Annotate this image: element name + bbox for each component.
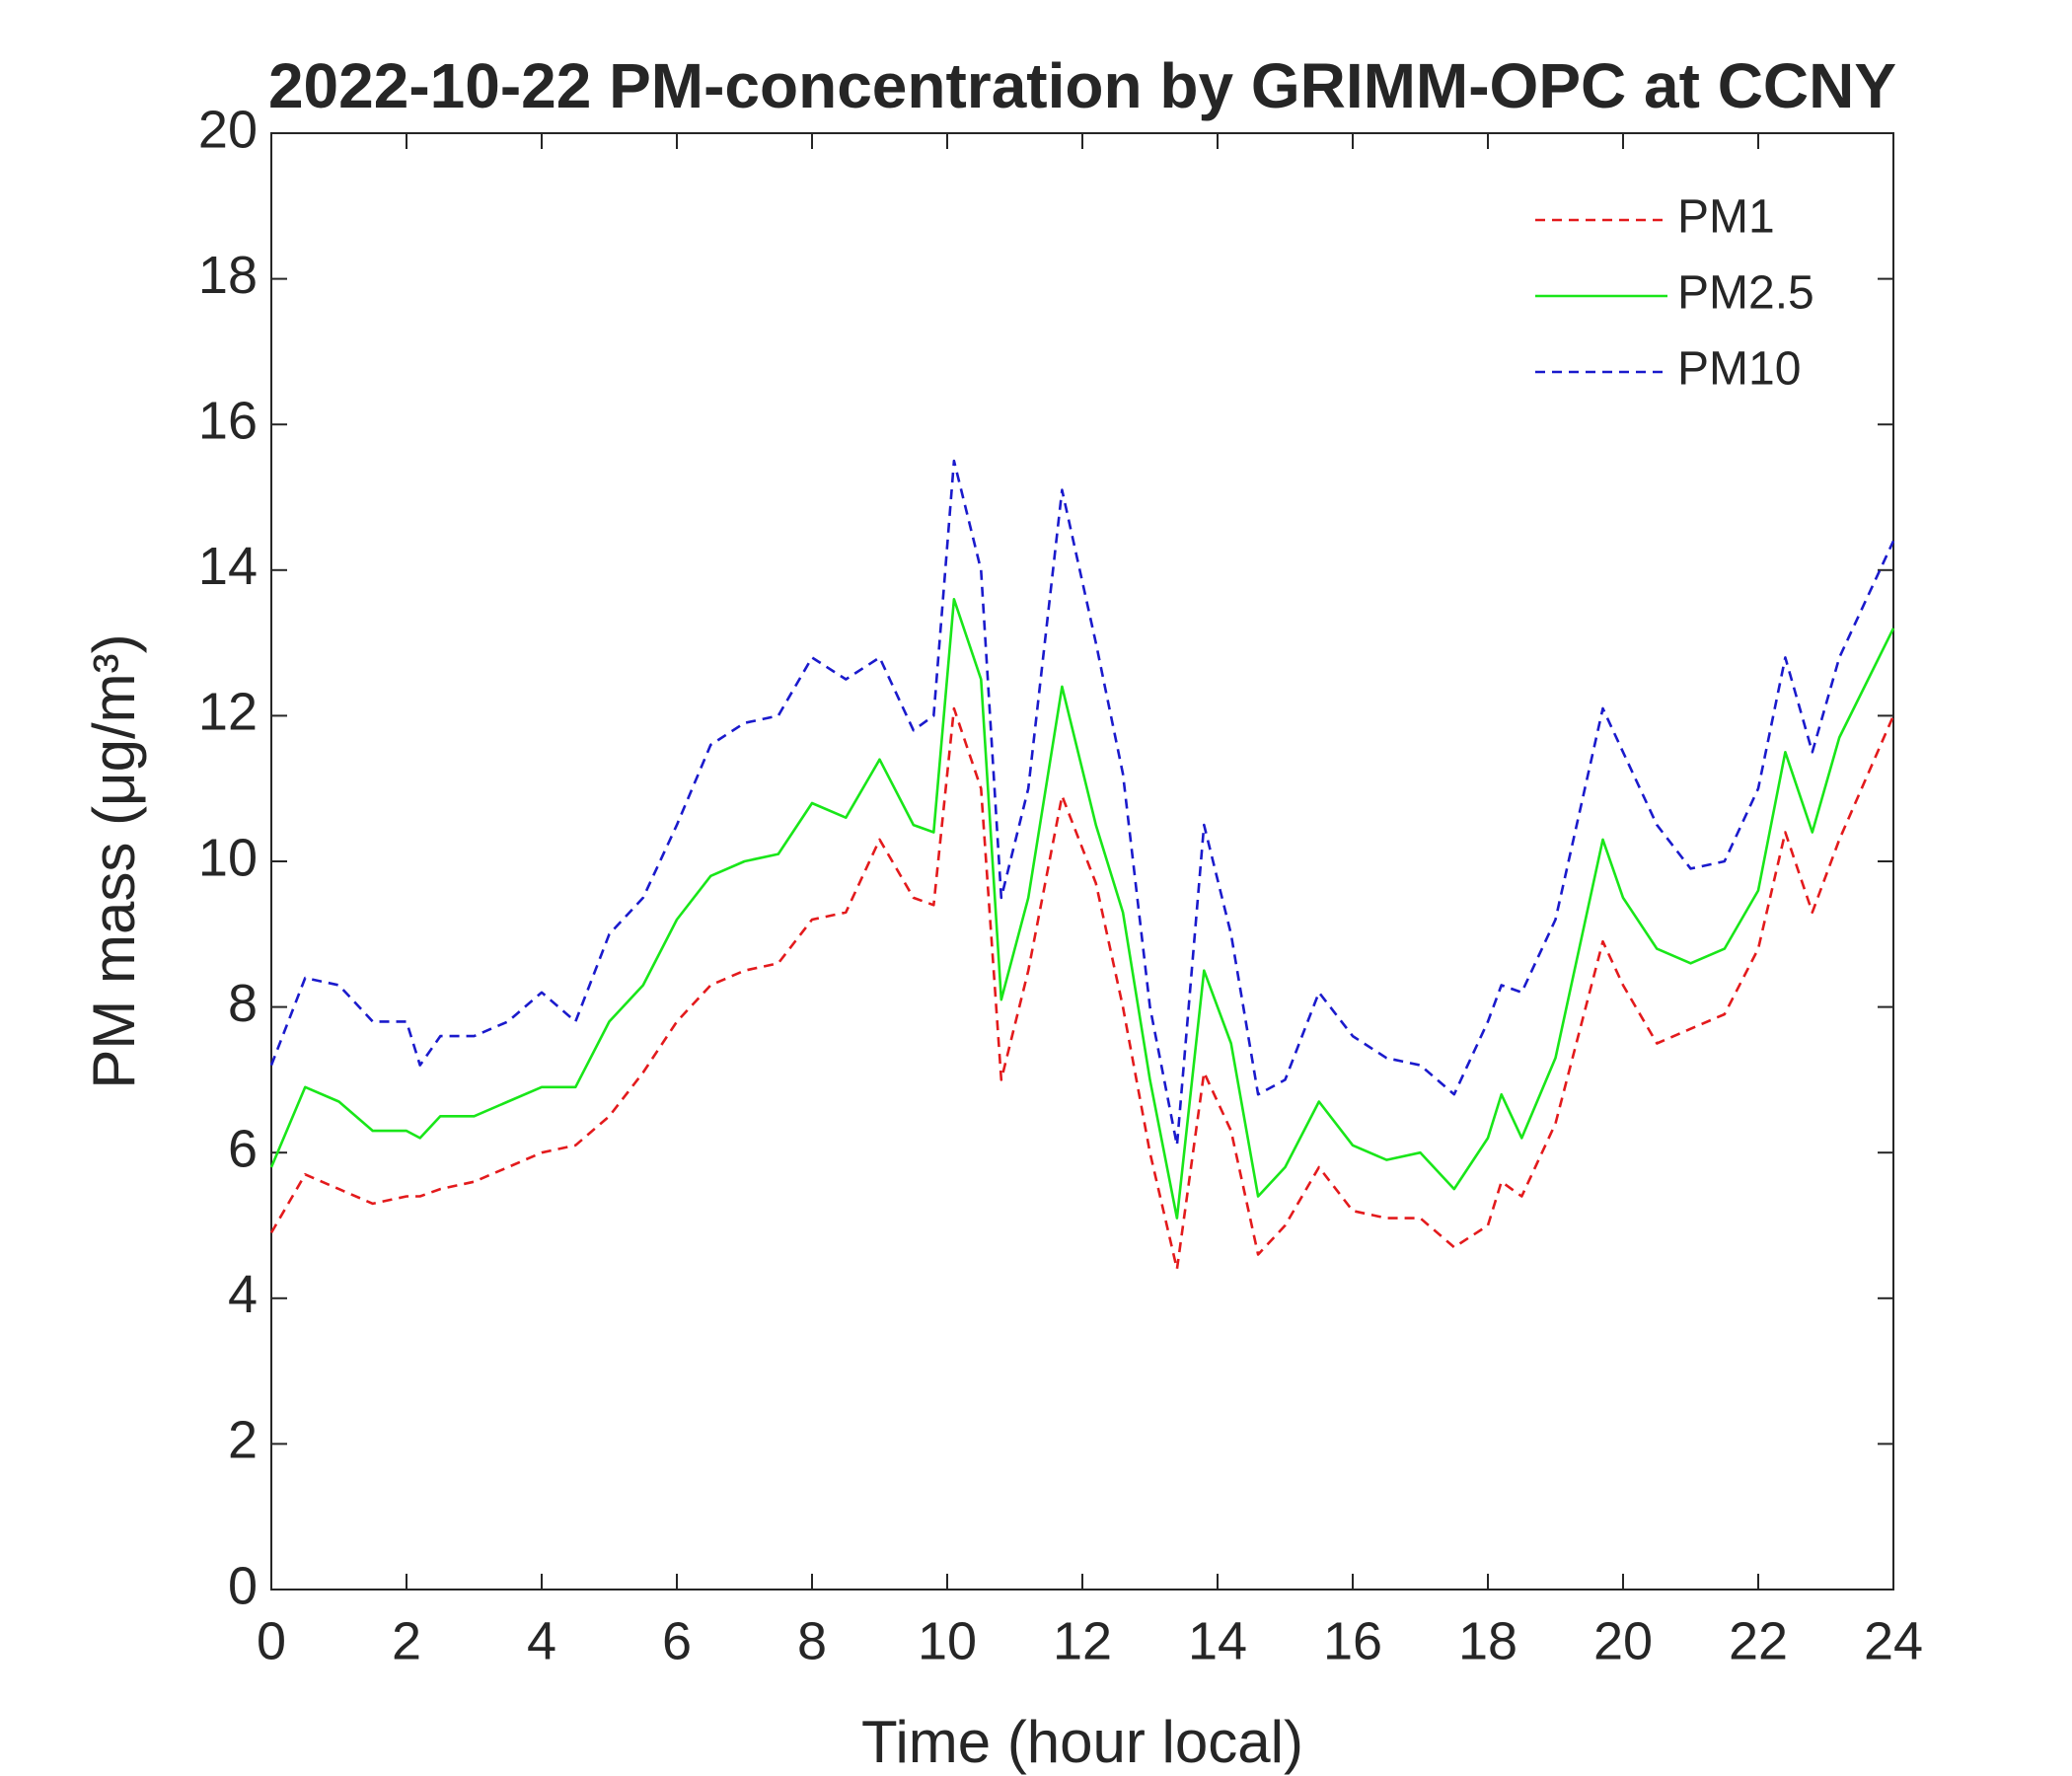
y-tick-label: 2 [228,1411,258,1470]
y-tick-label: 18 [198,246,258,305]
x-tick-label: 10 [918,1611,977,1670]
y-tick-label: 0 [228,1556,258,1615]
y-tick-label: 10 [198,828,258,887]
y-tick-label: 12 [198,683,258,742]
x-tick-label: 14 [1188,1611,1247,1670]
y-axis-label: PM mass (μg/m³) [81,633,147,1088]
x-tick-label: 22 [1729,1611,1788,1670]
chart-title: 2022-10-22 PM-concentration by GRIMM-OPC… [268,50,1896,121]
y-tick-label: 20 [198,100,258,159]
legend-label: PM2.5 [1677,267,1814,320]
y-tick-label: 4 [228,1265,258,1324]
x-tick-label: 4 [527,1611,556,1670]
legend-label: PM1 [1677,191,1775,244]
data-line [269,598,1895,1220]
x-tick-label: 16 [1323,1611,1382,1670]
y-tick-label: 16 [198,391,258,450]
y-tick-label: 6 [228,1119,258,1178]
legend-label: PM10 [1677,343,1801,396]
x-tick-label: 8 [797,1611,827,1670]
x-tick-label: 6 [662,1611,692,1670]
y-tick-label: 8 [228,974,258,1033]
x-axis-label: Time (hour local) [861,1709,1303,1775]
x-tick-label: 18 [1458,1611,1517,1670]
x-tick-label: 24 [1864,1611,1923,1670]
x-tick-label: 12 [1053,1611,1112,1670]
x-tick-label: 2 [392,1611,421,1670]
y-tick-label: 14 [198,537,258,596]
x-tick-label: 20 [1593,1611,1653,1670]
x-tick-label: 0 [257,1611,286,1670]
